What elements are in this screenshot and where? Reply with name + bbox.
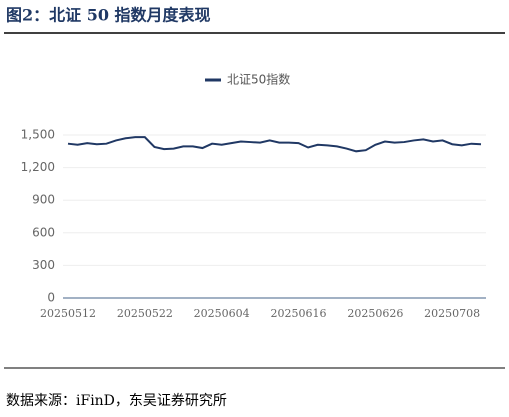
legend-label: 北证50指数 xyxy=(227,72,290,87)
y-tick-label: 1,200 xyxy=(21,160,55,174)
x-tick-label: 20250604 xyxy=(194,307,250,320)
x-tick-label: 20250512 xyxy=(40,307,96,320)
y-tick-label: 300 xyxy=(32,258,55,272)
x-tick-label: 20250626 xyxy=(347,307,403,320)
x-tick-label: 20250522 xyxy=(117,307,173,320)
y-tick-label: 900 xyxy=(32,193,55,207)
y-tick-label: 1,500 xyxy=(21,128,55,142)
figure-title: 图2：北证 50 指数月度表现 xyxy=(6,6,211,25)
x-tick-label: 20250616 xyxy=(271,307,327,320)
y-tick-label: 600 xyxy=(32,225,55,239)
line xyxy=(67,136,482,153)
source: 数据来源：iFinD，东吴证券研究所 xyxy=(6,393,227,409)
y-tick-label: 0 xyxy=(47,291,55,305)
x-tick-label: 20250708 xyxy=(424,307,480,320)
